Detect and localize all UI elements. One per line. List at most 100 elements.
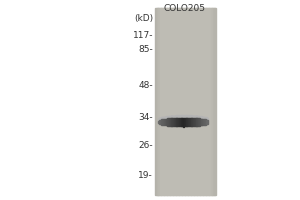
Bar <box>171 8 172 195</box>
Bar <box>201 119 202 125</box>
Bar <box>176 115 177 116</box>
Bar <box>171 116 172 117</box>
Bar <box>180 115 181 116</box>
Bar <box>204 119 205 120</box>
Bar <box>207 120 208 121</box>
Bar <box>190 116 191 117</box>
Bar <box>197 116 198 117</box>
Bar <box>202 118 203 119</box>
Bar <box>163 8 164 195</box>
Bar <box>190 116 192 117</box>
Bar <box>156 8 157 195</box>
Bar <box>160 117 162 118</box>
Bar <box>178 117 179 118</box>
Bar <box>158 118 159 119</box>
Bar <box>169 118 170 126</box>
Bar <box>160 120 161 124</box>
Bar <box>162 119 163 125</box>
Bar <box>179 118 180 126</box>
Bar <box>201 118 202 119</box>
Bar <box>175 8 176 195</box>
Bar <box>166 118 167 119</box>
Text: 19-: 19- <box>138 170 153 180</box>
Bar <box>202 8 203 195</box>
Bar <box>190 8 191 195</box>
Bar <box>189 115 190 116</box>
Bar <box>165 8 166 195</box>
Bar <box>195 116 196 117</box>
Bar <box>208 8 209 195</box>
Bar <box>190 117 192 118</box>
Bar <box>168 118 169 119</box>
Bar <box>171 117 172 118</box>
Bar <box>172 116 173 117</box>
Bar <box>176 8 177 195</box>
Bar <box>191 117 193 118</box>
Bar <box>173 118 174 126</box>
Text: 85-: 85- <box>138 46 153 54</box>
Bar <box>179 116 180 117</box>
Bar <box>179 8 180 195</box>
Bar <box>166 116 167 117</box>
Bar <box>158 120 159 121</box>
Bar <box>159 120 160 124</box>
Bar <box>170 116 172 117</box>
Bar <box>202 117 203 118</box>
Bar <box>167 117 168 118</box>
Bar <box>190 118 191 126</box>
Bar <box>172 8 173 195</box>
Bar <box>179 117 180 118</box>
Bar <box>169 117 170 118</box>
Bar <box>200 117 201 118</box>
Bar <box>173 116 174 117</box>
Bar <box>167 8 168 195</box>
Bar <box>181 118 182 126</box>
Bar <box>177 117 178 118</box>
Bar <box>188 118 189 126</box>
Bar <box>161 8 162 195</box>
Bar <box>186 116 188 117</box>
Bar <box>204 8 205 195</box>
Bar <box>164 8 165 195</box>
Bar <box>181 117 182 118</box>
Bar <box>206 119 208 120</box>
Bar <box>161 117 163 118</box>
Bar <box>172 8 173 195</box>
Text: (kD): (kD) <box>134 14 153 22</box>
Bar <box>199 117 200 118</box>
Bar <box>181 8 182 195</box>
Bar <box>196 117 197 118</box>
Bar <box>178 115 179 116</box>
Bar <box>159 120 160 121</box>
Bar <box>195 117 196 118</box>
Bar <box>179 115 180 116</box>
Bar <box>175 116 176 117</box>
Text: 26-: 26- <box>138 142 153 150</box>
Bar <box>187 117 188 118</box>
Bar <box>161 119 163 120</box>
Bar <box>196 118 197 126</box>
Text: 117-: 117- <box>133 30 153 40</box>
Bar <box>189 118 190 126</box>
Bar <box>180 116 181 117</box>
Bar <box>173 117 174 118</box>
Bar <box>169 116 170 117</box>
Bar <box>213 8 214 195</box>
Bar <box>208 8 209 195</box>
Bar <box>187 8 188 195</box>
Bar <box>207 119 208 120</box>
Bar <box>214 8 215 195</box>
Text: 34-: 34- <box>138 114 153 122</box>
Bar <box>205 119 206 120</box>
Bar <box>191 116 193 117</box>
Bar <box>206 120 208 124</box>
Bar <box>192 117 193 118</box>
Bar <box>178 118 179 126</box>
Bar <box>157 8 158 195</box>
Bar <box>199 8 200 195</box>
Bar <box>187 8 188 195</box>
Bar <box>168 118 169 126</box>
Bar <box>204 117 205 118</box>
Bar <box>170 8 171 195</box>
Bar <box>174 117 175 118</box>
